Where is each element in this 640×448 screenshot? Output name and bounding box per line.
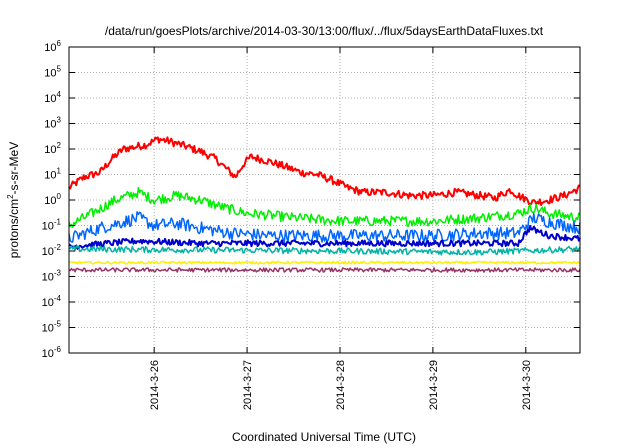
y-tick-base: 10 xyxy=(44,195,56,207)
y-tick-base: 10 xyxy=(44,119,56,131)
x-tick-label: 2014-3-29 xyxy=(428,360,440,410)
series-line-5 xyxy=(68,245,581,256)
series-line-1 xyxy=(68,136,581,206)
y-tick-base: 10 xyxy=(44,68,56,80)
y-tick-label: 10-2 xyxy=(42,243,62,258)
series-line-3 xyxy=(68,211,581,243)
y-tick-label: 102 xyxy=(44,141,61,156)
y-tick-label: 105 xyxy=(44,65,61,80)
y-tick-label: 103 xyxy=(44,116,61,131)
y-tick-base: 10 xyxy=(42,297,54,309)
y-tick-base: 10 xyxy=(44,144,56,156)
series-line-6 xyxy=(68,260,581,265)
x-axis-label: Coordinated Universal Time (UTC) xyxy=(232,430,416,444)
x-tick-label: 2014-3-27 xyxy=(242,360,254,410)
y-tick-label: 104 xyxy=(44,90,61,105)
series-line-7 xyxy=(68,267,581,273)
x-tick-label: 2014-3-30 xyxy=(521,360,533,410)
y-tick-exponent: 1 xyxy=(57,167,62,176)
series-group xyxy=(68,136,581,273)
x-tick-label: 2014-3-26 xyxy=(149,360,161,410)
y-tick-exponent: -1 xyxy=(54,218,62,227)
grid xyxy=(69,47,580,353)
y-tick-exponent: -5 xyxy=(54,320,62,329)
chart-title: /data/run/goesPlots/archive/2014-03-30/1… xyxy=(105,24,544,38)
y-tick-exponent: 6 xyxy=(57,39,62,48)
y-tick-label: 101 xyxy=(44,167,61,182)
series-line-2 xyxy=(68,186,581,228)
y-tick-exponent: 0 xyxy=(57,192,62,201)
y-tick-label: 100 xyxy=(44,192,61,207)
y-tick-base: 10 xyxy=(42,348,54,360)
y-axis-label: protons/cm2-s-sr-MeV xyxy=(6,142,21,258)
y-tick-exponent: -4 xyxy=(54,294,62,303)
series-line-4 xyxy=(68,224,581,250)
x-axis: 2014-3-26 2014-3-27 2014-3-28 2014-3-29 2014… xyxy=(149,47,533,410)
x-tick-label: 2014-3-28 xyxy=(335,360,347,410)
y-axis-label-suffix: -s-sr-MeV xyxy=(7,142,21,195)
y-tick-exponent: -2 xyxy=(54,243,62,252)
y-tick-base: 10 xyxy=(42,246,54,258)
y-tick-exponent: 3 xyxy=(57,116,62,125)
y-tick-base: 10 xyxy=(44,170,56,182)
y-axis: 10-610-510-410-310-210-11001011021031041… xyxy=(42,39,580,360)
y-tick-exponent: 5 xyxy=(57,65,62,74)
y-tick-label: 10-1 xyxy=(42,218,62,233)
y-tick-base: 10 xyxy=(44,93,56,105)
y-axis-label-sup: 2 xyxy=(6,194,15,199)
y-tick-base: 10 xyxy=(42,272,54,284)
y-tick-label: 10-5 xyxy=(42,320,62,335)
y-axis-label-prefix: protons/cm xyxy=(7,199,21,258)
y-tick-label: 10-3 xyxy=(42,269,62,284)
y-tick-exponent: -3 xyxy=(54,269,62,278)
y-tick-exponent: 4 xyxy=(57,90,62,99)
y-tick-label: 10-4 xyxy=(42,294,62,309)
y-tick-label: 10-6 xyxy=(42,345,62,360)
y-tick-base: 10 xyxy=(42,323,54,335)
y-tick-exponent: 2 xyxy=(57,141,62,150)
y-tick-base: 10 xyxy=(42,221,54,233)
y-tick-label: 106 xyxy=(44,39,61,54)
y-tick-exponent: -6 xyxy=(54,345,62,354)
y-tick-base: 10 xyxy=(44,42,56,54)
